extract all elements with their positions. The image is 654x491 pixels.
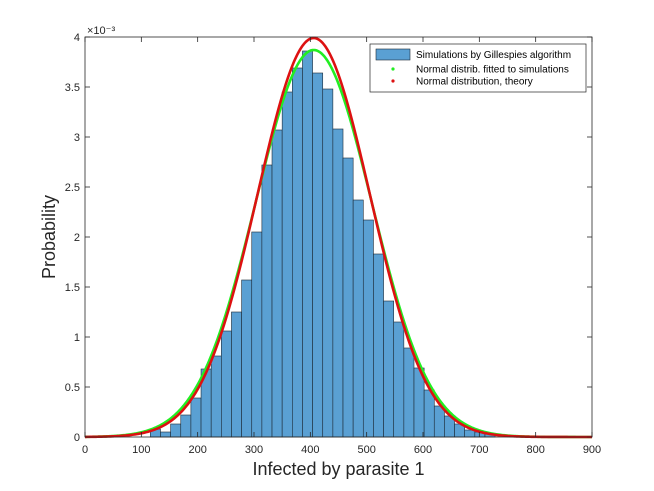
- legend-marker-theory: [391, 79, 395, 83]
- histogram-bar: [160, 431, 171, 438]
- y-tick-label: 4: [74, 32, 80, 44]
- histogram-bar: [210, 355, 222, 438]
- x-tick-label: 500: [357, 444, 375, 456]
- histogram-bar: [322, 88, 334, 438]
- x-tick-label: 100: [132, 444, 150, 456]
- histogram-bar: [332, 128, 344, 438]
- histogram-bar: [292, 67, 303, 438]
- histogram-bar: [251, 231, 263, 438]
- x-tick-label: 900: [583, 444, 601, 456]
- histogram-bar: [170, 423, 182, 438]
- histogram-bar: [261, 164, 273, 438]
- legend-label-histogram: Simulations by Gillespies algorithm: [416, 50, 571, 61]
- legend: Simulations by Gillespies algorithm Norma…: [369, 43, 587, 93]
- histogram-bar: [190, 397, 202, 438]
- histogram-bar: [383, 300, 395, 438]
- histogram-bar: [281, 91, 293, 438]
- theory-normal-curve: [84, 36, 593, 439]
- x-tick-label: 400: [301, 444, 319, 456]
- histogram-bar: [423, 389, 435, 438]
- y-axis-label: Probability: [39, 195, 59, 279]
- legend-swatch-histogram: [375, 48, 411, 61]
- histogram-bar: [352, 199, 364, 438]
- legend-label-theory: Normal distribution, theory: [416, 77, 533, 88]
- x-tick-label: 200: [188, 444, 206, 456]
- y-tick-label: 0: [74, 432, 80, 444]
- ticks: 0 100 200 300 400 500 600 700 800 900 0 0.5 1 1.5 2 2.5…: [65, 32, 601, 456]
- x-tick-label: 300: [245, 444, 263, 456]
- x-tick-label: 800: [526, 444, 544, 456]
- histogram-bar: [231, 311, 242, 438]
- histogram-bar: [342, 157, 354, 438]
- histogram-bar: [433, 405, 445, 438]
- y-tick-label: 2.5: [65, 182, 80, 194]
- histogram-bar: [180, 414, 192, 438]
- y-tick-label: 0.5: [65, 382, 80, 394]
- y-tick-label: 1: [74, 332, 80, 344]
- y-tick-label: 1.5: [65, 282, 80, 294]
- histogram-bar: [241, 279, 253, 438]
- histogram-bar: [403, 347, 415, 438]
- histogram-bar: [362, 219, 374, 438]
- histogram-bar: [221, 330, 232, 438]
- histogram-bar: [312, 72, 324, 438]
- histogram-bar: [393, 321, 405, 438]
- x-tick-label: 0: [82, 444, 88, 456]
- y-scale-label: ×10⁻³: [87, 25, 115, 37]
- y-tick-label: 2: [74, 232, 80, 244]
- histogram-bar: [302, 50, 313, 438]
- x-axis-label: Infected by parasite 1: [252, 459, 424, 479]
- legend-label-fitted: Normal distrib. fitted to simulations: [416, 65, 569, 76]
- x-tick-label: 600: [414, 444, 432, 456]
- y-tick-label: 3: [74, 132, 80, 144]
- x-tick-label: 700: [470, 444, 488, 456]
- histogram-bar: [373, 253, 384, 438]
- legend-marker-fitted: [391, 67, 395, 71]
- y-tick-label: 3.5: [65, 82, 80, 94]
- fitted-curves: [84, 36, 593, 439]
- histogram-bar: [271, 129, 283, 438]
